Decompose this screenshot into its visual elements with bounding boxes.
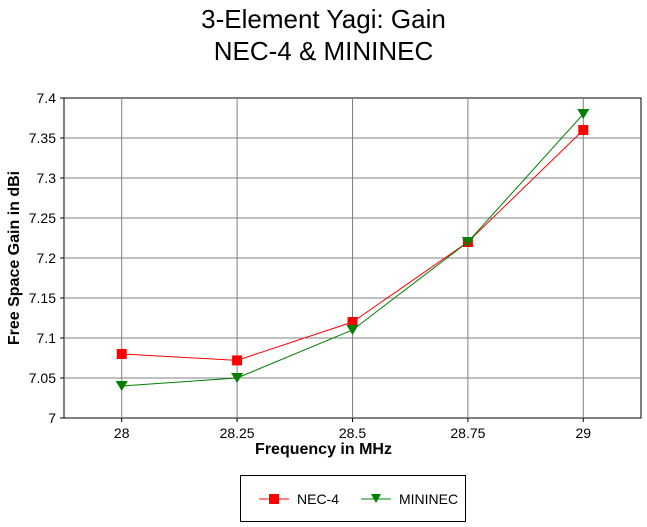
y-tick-label: 7.35 bbox=[29, 130, 56, 146]
data-point-nec4 bbox=[347, 317, 358, 327]
legend-marker-nec4 bbox=[259, 494, 289, 504]
x-tick-label: 28 bbox=[114, 425, 130, 441]
data-point-mininec bbox=[577, 109, 590, 119]
y-tick-label: 7.4 bbox=[37, 90, 57, 106]
legend-marker-mininec bbox=[361, 494, 391, 503]
legend-item-nec4: NEC-4 bbox=[259, 490, 339, 508]
y-tick-label: 7.2 bbox=[37, 250, 57, 266]
y-tick-label: 7.05 bbox=[29, 370, 56, 386]
legend-label-nec4: NEC-4 bbox=[297, 491, 340, 507]
data-point-mininec bbox=[115, 381, 128, 391]
y-axis-label: Free Space Gain in dBi bbox=[6, 170, 23, 346]
legend-item-mininec: MININEC bbox=[361, 490, 458, 508]
data-point-nec4 bbox=[578, 125, 589, 135]
x-axis-label: Frequency in MHz bbox=[255, 441, 392, 458]
x-tick-label: 28.25 bbox=[220, 425, 255, 441]
y-tick-label: 7.1 bbox=[37, 330, 57, 346]
y-tick-label: 7.3 bbox=[37, 170, 57, 186]
x-tick-label: 28.5 bbox=[339, 425, 366, 441]
data-point-mininec bbox=[231, 373, 244, 383]
x-tick-label: 29 bbox=[576, 425, 592, 441]
chart-title: 3-Element Yagi: Gain bbox=[201, 4, 446, 34]
chart-legend: NEC-4 MININEC bbox=[240, 475, 466, 522]
y-tick-label: 7.15 bbox=[29, 290, 56, 306]
chart-subtitle: NEC-4 & MININEC bbox=[213, 36, 434, 66]
data-point-mininec bbox=[346, 325, 359, 335]
legend-label-mininec: MININEC bbox=[399, 491, 459, 507]
y-tick-label: 7.25 bbox=[29, 210, 56, 226]
x-tick-label: 28.75 bbox=[450, 425, 485, 441]
data-point-mininec bbox=[461, 237, 474, 247]
data-point-nec4 bbox=[116, 349, 127, 359]
data-point-nec4 bbox=[232, 355, 243, 366]
y-tick-label: 7 bbox=[48, 410, 56, 426]
